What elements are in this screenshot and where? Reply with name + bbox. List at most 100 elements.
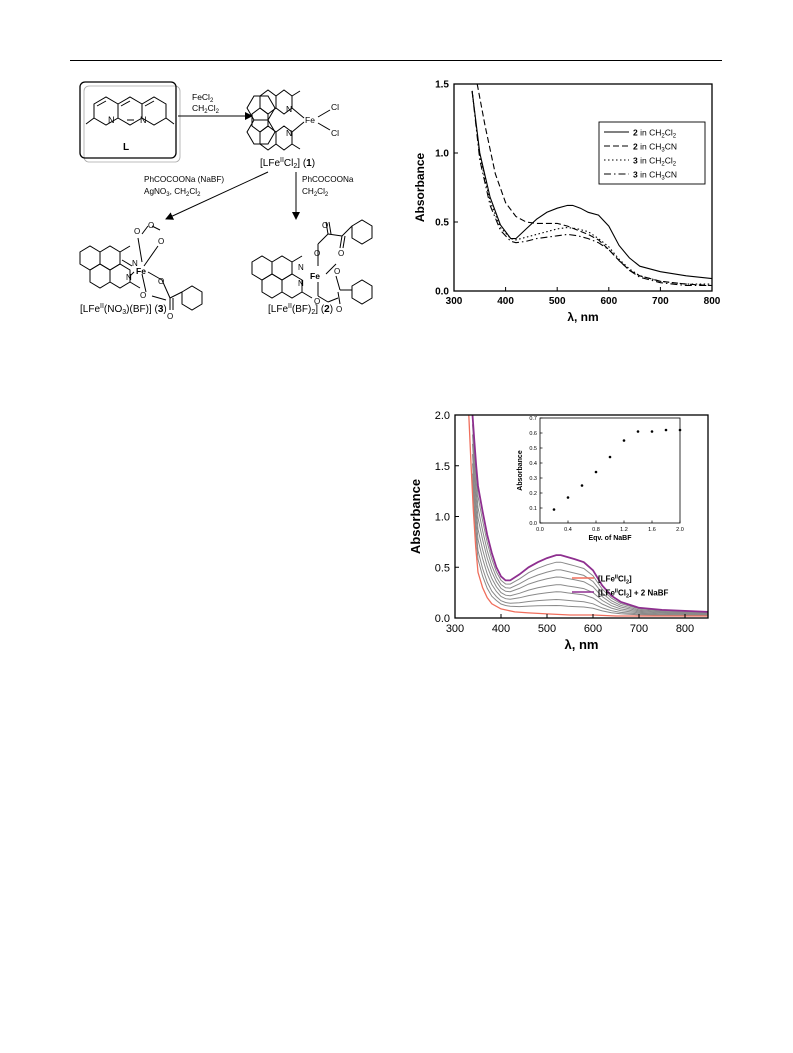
inset-data-point [608, 455, 612, 459]
titration-curve-2 [472, 473, 708, 616]
legend-label-3: 3 in CH2Cl2 [633, 156, 677, 168]
series-line-3 [471, 90, 712, 285]
compound3-o5: O [158, 277, 164, 286]
inset-data-point [636, 430, 640, 433]
inset-y-tick-label: 0.5 [529, 446, 537, 452]
x-tick-label: 800 [704, 296, 721, 307]
compound2-fe: Fe [310, 271, 320, 281]
inset-data-point [650, 430, 654, 433]
uv-vis-chart-complexes: 300 400 500 600 700 800 0.0 0.5 1.0 1.5 λ, nm Absor… [413, 80, 721, 325]
inset-x-tick-label: 0.8 [592, 527, 600, 533]
arrow1-reagent-line1: FeCl2 [192, 92, 214, 104]
inset-x-tick-label: 0.4 [564, 527, 572, 533]
right-reagent-line2: CH2Cl2 [302, 187, 329, 198]
x-tick-label: 400 [492, 623, 510, 635]
x-tick-label: 700 [630, 623, 648, 635]
compound-2-label: [LFeII(BF)2] (2) [268, 303, 333, 316]
inset-y-tick-label: 0.0 [529, 521, 537, 527]
compound2-o1: O [322, 221, 328, 230]
y-tick-label: 0.0 [435, 613, 450, 625]
y-tick-label: 0.5 [435, 562, 450, 574]
inset-x-tick-label: 2.0 [676, 527, 684, 533]
inset-x-tick-label: 1.2 [620, 527, 628, 533]
compound2-o5: O [314, 297, 320, 306]
inset-frame [539, 417, 681, 524]
plot-frame [453, 83, 713, 292]
series-line-2 [476, 83, 713, 287]
titration-curve-4 [472, 454, 708, 615]
x-tick-label: 800 [676, 623, 694, 635]
legend-label-4: 3 in CH3CN [633, 170, 677, 182]
inset-data-point [622, 439, 626, 442]
x-tick-label: 400 [497, 296, 514, 307]
inset-data-point [580, 484, 584, 487]
page-header-rule [70, 60, 722, 61]
y-tick-label: 1.0 [435, 512, 450, 524]
titration-curve-7 [472, 424, 708, 613]
inset-y-tick-label: 0.1 [529, 506, 537, 512]
compound1-cl-bottom: Cl [331, 128, 339, 138]
x-tick-label: 600 [584, 623, 602, 635]
compound2-o2: O [338, 249, 344, 258]
y-tick-label: 1.0 [435, 149, 449, 160]
compound3-n1: N [132, 259, 138, 268]
compound-1-structure [246, 95, 276, 145]
inset-data-point [552, 508, 556, 511]
phenanthroline-ligand-structure [85, 96, 175, 126]
legend-label-1: 2 in CH2Cl2 [633, 128, 677, 140]
inset-y-tick-label: 0.4 [529, 461, 537, 467]
compound3-o6: O [167, 312, 173, 321]
compound1-fe: Fe [305, 115, 315, 125]
compound3-n2: N [126, 273, 132, 282]
ligand-n-right: N [140, 115, 147, 125]
x-axis-label: λ, nm [567, 310, 598, 324]
y-axis-label: Absorbance [413, 153, 427, 223]
series-line-lfecl2-nabf [471, 415, 708, 613]
legend-label-1: [LFeIICl2] [598, 575, 632, 586]
compound3-o1: O [134, 227, 140, 236]
x-axis-label: λ, nm [565, 637, 599, 652]
inset-data-point [664, 428, 668, 432]
y-tick-label: 1.5 [435, 80, 449, 91]
left-reagent-line1: PhCOCOONa (NaBF) [144, 175, 224, 184]
x-tick-label: 300 [446, 296, 463, 307]
y-axis-label: Absorbance [408, 479, 423, 554]
inset-y-tick-label: 0.6 [529, 431, 537, 437]
left-reagent-line2: AgNO3, CH2Cl2 [144, 187, 201, 198]
compound-3-label: [LFeII(NO3)(BF)] (3) [80, 303, 167, 316]
compound3-fe: Fe [136, 266, 146, 276]
reaction-arrow-left [165, 171, 269, 220]
inset-data-point [678, 428, 682, 432]
y-tick-label: 0.0 [435, 287, 449, 298]
compound3-o2: O [148, 221, 154, 230]
compound3-o3: O [158, 237, 164, 246]
x-tick-label: 500 [549, 296, 566, 307]
y-tick-label: 1.5 [435, 461, 450, 473]
inset-y-tick-label: 0.3 [529, 476, 537, 482]
right-reagent-line1: PhCOCOONa [302, 175, 354, 184]
legend-label-2: 2 in CH3CN [633, 142, 677, 154]
x-tick-label: 300 [446, 623, 464, 635]
y-tick-label: 0.5 [435, 218, 449, 229]
inset-x-tick-label: 1.6 [648, 527, 656, 533]
compound1-n-top: N [286, 104, 292, 114]
inset-y-tick-label: 0.7 [529, 416, 537, 422]
titration-curve-5 [472, 443, 708, 614]
compound3-o4: O [140, 291, 146, 300]
titration-curve-1 [472, 481, 708, 616]
arrow1-reagent-line2: CH2Cl2 [192, 103, 220, 115]
compound-1-label: [LFeIICl2] (1) [260, 157, 315, 170]
y-tick-label: 2.0 [435, 410, 450, 422]
compound2-o4: O [334, 267, 340, 276]
compound2-o6: O [336, 305, 342, 314]
compound1-cl-top: Cl [331, 102, 339, 112]
inset-data-point [566, 496, 570, 499]
inset-y-tick-label: 0.2 [529, 491, 537, 497]
inset-x-tick-label: 0.0 [536, 527, 544, 533]
compound2-o3: O [314, 249, 320, 258]
compound2-n2: N [298, 279, 304, 288]
uv-vis-titration-chart: 300 400 500 600 700 800 0.0 0.5 1.0 1.5 2.0 λ, nm Ab… [408, 410, 709, 652]
legend-label-2: [LFeIICl2] + 2 NaBF [598, 589, 668, 600]
ligand-label: L [123, 142, 129, 153]
x-tick-label: 700 [652, 296, 669, 307]
